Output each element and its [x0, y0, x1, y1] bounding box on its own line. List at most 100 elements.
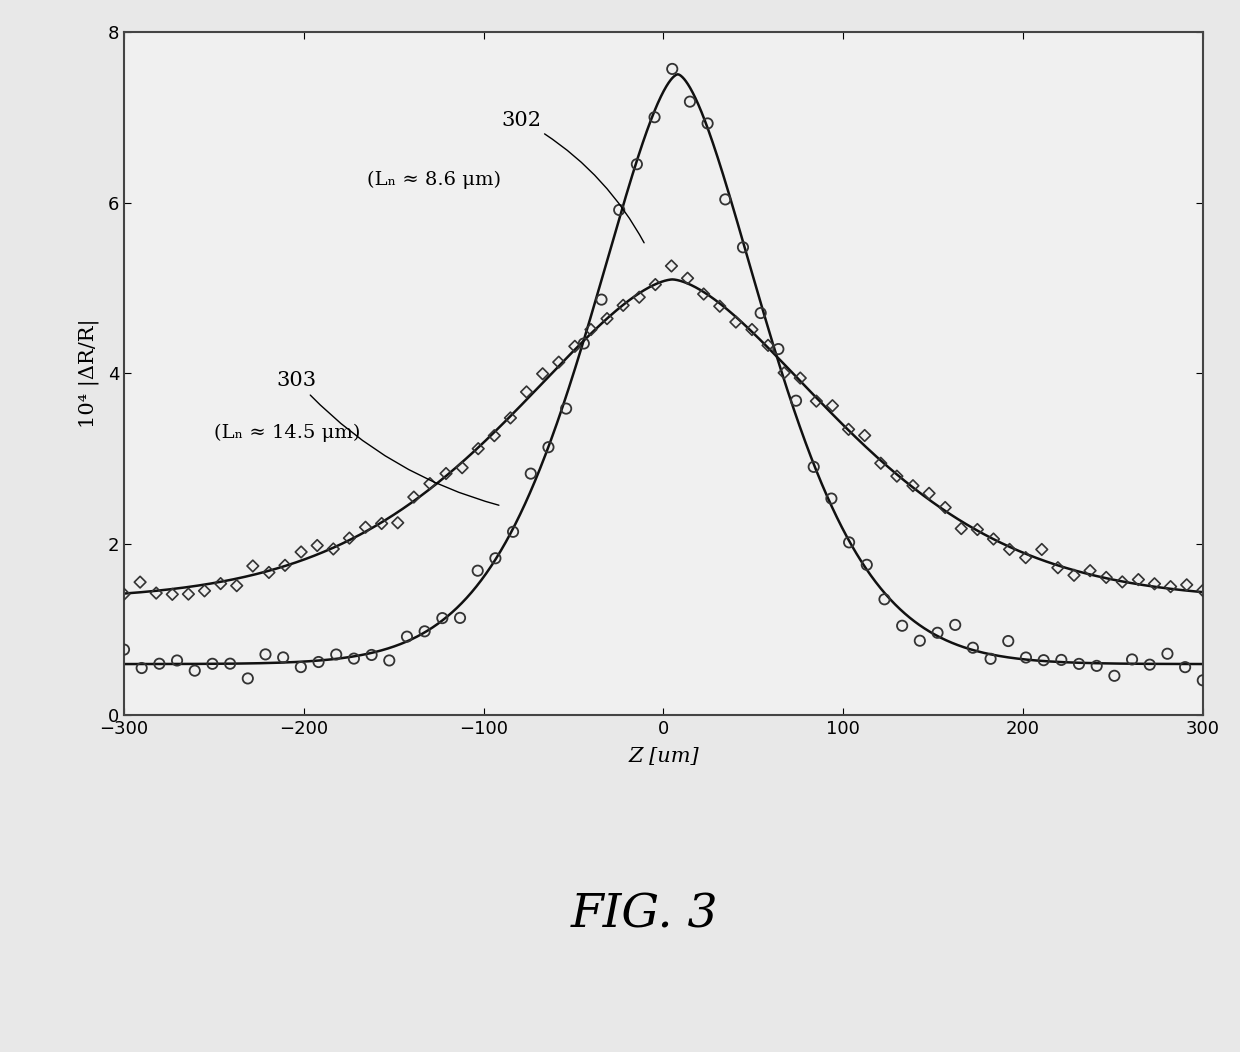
Point — [646, 277, 666, 294]
Point — [804, 459, 823, 476]
Point — [404, 489, 424, 506]
Point — [356, 519, 376, 535]
Point — [326, 646, 346, 663]
Point — [340, 530, 360, 547]
Point — [870, 454, 890, 471]
Text: (Lₙ ≈ 8.6 μm): (Lₙ ≈ 8.6 μm) — [367, 171, 501, 189]
Point — [598, 310, 618, 327]
Point — [131, 660, 151, 676]
Point — [963, 640, 983, 656]
Point — [806, 392, 826, 409]
Point — [981, 650, 1001, 667]
Point — [1140, 656, 1159, 673]
Point — [821, 490, 841, 507]
Point — [1096, 569, 1116, 586]
Point — [467, 562, 487, 579]
Point — [1177, 576, 1197, 593]
Point — [758, 337, 777, 353]
Point — [1064, 567, 1084, 584]
Point — [774, 364, 794, 381]
Point — [910, 632, 930, 649]
Point — [769, 341, 789, 358]
Point — [1016, 649, 1035, 666]
Point — [397, 628, 417, 645]
Point — [839, 534, 859, 551]
Point — [255, 646, 275, 663]
Text: (Lₙ ≈ 14.5 μm): (Lₙ ≈ 14.5 μm) — [213, 423, 361, 442]
Text: FIG. 3: FIG. 3 — [570, 892, 719, 938]
Point — [501, 409, 521, 426]
Point — [715, 191, 735, 208]
Point — [388, 514, 408, 531]
Point — [698, 115, 718, 132]
Point — [693, 286, 713, 303]
Point — [275, 557, 295, 573]
Point — [661, 258, 681, 275]
Point — [1048, 560, 1068, 576]
X-axis label: Z [um]: Z [um] — [629, 747, 698, 766]
Point — [195, 583, 215, 600]
Point — [308, 538, 327, 554]
Point — [998, 632, 1018, 649]
Point — [259, 564, 279, 581]
Point — [1086, 658, 1106, 674]
Point — [221, 655, 241, 672]
Point — [309, 653, 329, 670]
Point — [725, 313, 745, 330]
Point — [887, 468, 906, 485]
Point — [928, 625, 947, 642]
Point — [273, 649, 293, 666]
Point — [469, 441, 489, 458]
Point — [935, 499, 955, 515]
Point — [453, 460, 472, 477]
Point — [1122, 651, 1142, 668]
Point — [227, 578, 247, 594]
Point — [630, 289, 650, 306]
Point — [414, 623, 434, 640]
Point — [185, 663, 205, 680]
Point — [179, 586, 198, 603]
Point — [503, 524, 523, 541]
Point — [645, 108, 665, 125]
Point — [521, 465, 541, 482]
Point — [1161, 579, 1180, 595]
Point — [983, 530, 1003, 547]
Point — [372, 515, 392, 532]
Point — [591, 291, 611, 308]
Point — [680, 94, 699, 110]
Point — [857, 557, 877, 573]
Point — [1176, 659, 1195, 675]
Point — [557, 400, 577, 417]
Point — [324, 541, 343, 558]
Point — [999, 541, 1019, 558]
Point — [420, 476, 440, 492]
Point — [1193, 582, 1213, 599]
Point — [919, 485, 939, 502]
Point — [162, 586, 182, 603]
Point — [709, 298, 729, 315]
Point — [1128, 571, 1148, 588]
Point — [485, 427, 505, 444]
Point — [662, 61, 682, 78]
Point — [1032, 541, 1052, 558]
Point — [291, 544, 311, 561]
Point — [609, 202, 629, 219]
Point — [379, 652, 399, 669]
Point — [114, 641, 134, 658]
Point — [1105, 667, 1125, 684]
Point — [538, 439, 558, 456]
Point — [1069, 655, 1089, 672]
Point — [790, 369, 810, 386]
Point — [627, 156, 647, 173]
Point — [436, 465, 456, 482]
Point — [167, 652, 187, 669]
Point — [130, 573, 150, 590]
Point — [903, 478, 923, 494]
Point — [1145, 575, 1164, 592]
Point — [533, 365, 553, 382]
Point — [517, 384, 537, 401]
Point — [786, 392, 806, 409]
Point — [893, 618, 913, 634]
Point — [574, 336, 594, 352]
Point — [291, 659, 311, 675]
